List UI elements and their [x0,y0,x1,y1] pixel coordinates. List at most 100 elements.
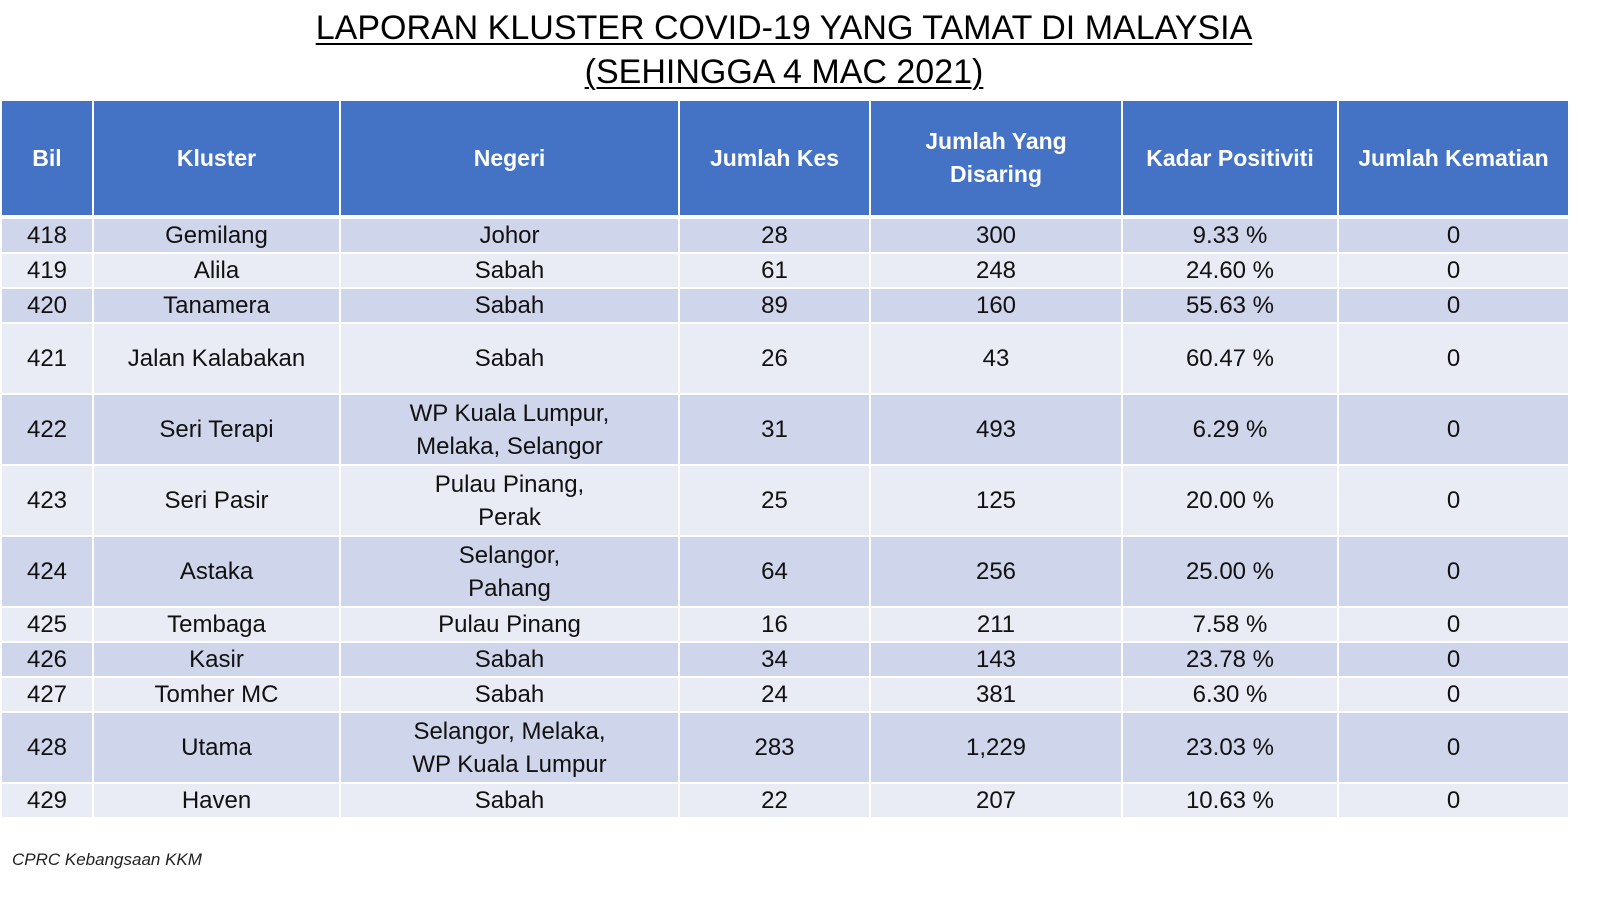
cell-kluster: Kasir [92,641,341,678]
cluster-table: Bil Kluster Negeri Jumlah Kes Jumlah Yan… [0,99,1570,819]
cell-bil: 422 [0,393,94,466]
cell-negeri: Sabah [339,322,680,395]
cell-kematian: 0 [1337,216,1570,254]
header-kluster: Kluster [92,99,341,219]
table-row: 425 Tembaga Pulau Pinang 16 211 7.58 % 0 [0,606,1570,643]
cell-kluster: Tanamera [92,287,341,324]
cell-kematian: 0 [1337,252,1570,289]
cell-positiviti: 10.63 % [1121,782,1339,819]
cell-bil: 428 [0,711,94,784]
cell-bil: 427 [0,676,94,713]
cell-disaring: 256 [869,535,1123,608]
cell-negeri: WP Kuala Lumpur, Melaka, Selangor [339,393,680,466]
cell-kes: 34 [678,641,871,678]
cell-negeri: Sabah [339,782,680,819]
source-footnote: CPRC Kebangsaan KKM [12,850,202,869]
table-row: 426 Kasir Sabah 34 143 23.78 % 0 [0,641,1570,678]
cell-kluster: Tembaga [92,606,341,643]
cell-disaring: 493 [869,393,1123,466]
cell-positiviti: 25.00 % [1121,535,1339,608]
cell-kematian: 0 [1337,287,1570,324]
cell-positiviti: 60.47 % [1121,322,1339,395]
header-jumlah-disaring: Jumlah Yang Disaring [869,99,1123,219]
cell-kematian: 0 [1337,711,1570,784]
cell-kluster: Tomher MC [92,676,341,713]
table-row: 428 Utama Selangor, Melaka, WP Kuala Lum… [0,711,1570,784]
title-line-2: (SEHINGGA 4 MAC 2021) [584,53,984,91]
cell-bil: 426 [0,641,94,678]
cell-kes: 25 [678,464,871,537]
cell-disaring: 381 [869,676,1123,713]
cell-kluster: Haven [92,782,341,819]
cell-disaring: 125 [869,464,1123,537]
cell-positiviti: 24.60 % [1121,252,1339,289]
header-jumlah-kematian: Jumlah Kematian [1337,99,1570,219]
cell-kluster: Alila [92,252,341,289]
cell-kluster: Astaka [92,535,341,608]
cell-kes: 64 [678,535,871,608]
header-kadar-positiviti: Kadar Positiviti [1121,99,1339,219]
cell-kes: 89 [678,287,871,324]
cell-positiviti: 6.29 % [1121,393,1339,466]
cell-kes: 283 [678,711,871,784]
cell-positiviti: 7.58 % [1121,606,1339,643]
cell-kluster: Utama [92,711,341,784]
cell-bil: 423 [0,464,94,537]
cell-bil: 425 [0,606,94,643]
cell-kematian: 0 [1337,782,1570,819]
cell-kluster: Seri Pasir [92,464,341,537]
header-jumlah-kes: Jumlah Kes [678,99,871,219]
table-row: 419 Alila Sabah 61 248 24.60 % 0 [0,252,1570,289]
cell-negeri: Selangor, Pahang [339,535,680,608]
title-line-1: LAPORAN KLUSTER COVID-19 YANG TAMAT DI M… [315,9,1253,47]
cell-positiviti: 6.30 % [1121,676,1339,713]
cell-kes: 22 [678,782,871,819]
cell-kes: 31 [678,393,871,466]
cell-negeri: Sabah [339,287,680,324]
cell-kematian: 0 [1337,676,1570,713]
cell-kes: 16 [678,606,871,643]
cell-positiviti: 55.63 % [1121,287,1339,324]
cell-kluster: Jalan Kalabakan [92,322,341,395]
cell-kematian: 0 [1337,535,1570,608]
cell-negeri: Johor [339,216,680,254]
cell-kematian: 0 [1337,606,1570,643]
cell-disaring: 300 [869,216,1123,254]
cell-disaring: 43 [869,322,1123,395]
cell-kematian: 0 [1337,464,1570,537]
table-row: 422 Seri Terapi WP Kuala Lumpur, Melaka,… [0,393,1570,466]
report-title: LAPORAN KLUSTER COVID-19 YANG TAMAT DI M… [0,6,1568,94]
cell-disaring: 143 [869,641,1123,678]
cell-negeri: Pulau Pinang [339,606,680,643]
cell-kes: 24 [678,676,871,713]
header-negeri: Negeri [339,99,680,219]
cell-kluster: Gemilang [92,216,341,254]
cell-disaring: 248 [869,252,1123,289]
table-row: 429 Haven Sabah 22 207 10.63 % 0 [0,782,1570,819]
cell-bil: 424 [0,535,94,608]
cell-disaring: 160 [869,287,1123,324]
table-row: 424 Astaka Selangor, Pahang 64 256 25.00… [0,535,1570,608]
cell-positiviti: 9.33 % [1121,216,1339,254]
cell-negeri: Pulau Pinang, Perak [339,464,680,537]
table-row: 420 Tanamera Sabah 89 160 55.63 % 0 [0,287,1570,324]
cell-disaring: 211 [869,606,1123,643]
cell-negeri: Sabah [339,641,680,678]
cell-kematian: 0 [1337,641,1570,678]
cell-disaring: 1,229 [869,711,1123,784]
cell-negeri: Sabah [339,676,680,713]
cell-bil: 420 [0,287,94,324]
cell-kes: 61 [678,252,871,289]
cell-positiviti: 23.03 % [1121,711,1339,784]
cell-bil: 421 [0,322,94,395]
table-row: 418 Gemilang Johor 28 300 9.33 % 0 [0,216,1570,254]
cell-disaring: 207 [869,782,1123,819]
table-row: 427 Tomher MC Sabah 24 381 6.30 % 0 [0,676,1570,713]
cell-kes: 28 [678,216,871,254]
table-row: 423 Seri Pasir Pulau Pinang, Perak 25 12… [0,464,1570,537]
cell-bil: 418 [0,216,94,254]
cell-positiviti: 20.00 % [1121,464,1339,537]
cell-bil: 429 [0,782,94,819]
cell-bil: 419 [0,252,94,289]
table-row: 421 Jalan Kalabakan Sabah 26 43 60.47 % … [0,322,1570,395]
